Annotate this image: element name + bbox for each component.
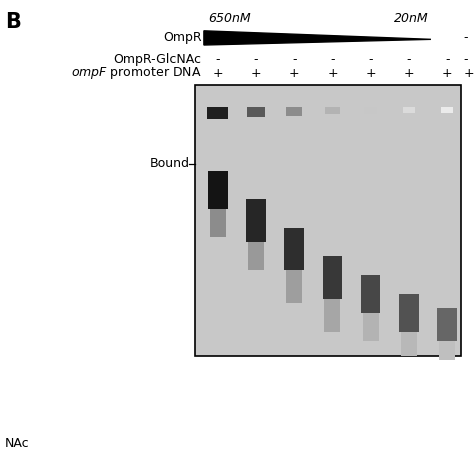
Text: -: - xyxy=(368,53,373,66)
Bar xyxy=(323,256,342,299)
Bar xyxy=(195,85,461,356)
Bar xyxy=(438,308,457,341)
Text: 20nM: 20nM xyxy=(394,12,428,25)
Bar xyxy=(284,228,304,270)
Bar xyxy=(399,294,419,332)
Text: NAc: NAc xyxy=(5,438,29,450)
Text: +: + xyxy=(251,67,261,80)
Bar xyxy=(286,107,302,116)
Text: B: B xyxy=(5,12,20,32)
Text: +: + xyxy=(327,67,338,80)
Bar xyxy=(401,332,417,356)
Polygon shape xyxy=(204,31,431,45)
Text: +: + xyxy=(289,67,300,80)
Text: -: - xyxy=(330,53,335,66)
Bar xyxy=(364,107,377,114)
Text: -: - xyxy=(292,53,297,66)
Bar xyxy=(363,313,379,341)
Text: -: - xyxy=(254,53,258,66)
Text: -: - xyxy=(445,53,449,66)
Bar xyxy=(247,107,265,117)
Bar xyxy=(402,107,415,113)
Text: -: - xyxy=(464,53,468,66)
Text: -: - xyxy=(407,53,411,66)
Text: +: + xyxy=(464,67,474,80)
Bar xyxy=(325,107,340,114)
Text: $\it{ompF}$ promoter DNA: $\it{ompF}$ promoter DNA xyxy=(71,65,201,82)
Text: OmpR-GlcNAc: OmpR-GlcNAc xyxy=(114,53,201,66)
Bar xyxy=(207,107,228,119)
Text: -: - xyxy=(216,53,220,66)
Text: OmpR: OmpR xyxy=(163,31,201,45)
Text: +: + xyxy=(404,67,414,80)
Bar xyxy=(441,107,453,113)
Bar xyxy=(286,270,302,303)
Bar xyxy=(439,341,455,360)
Bar xyxy=(248,242,264,270)
Text: Bound: Bound xyxy=(150,157,190,170)
Bar xyxy=(210,209,226,237)
Text: +: + xyxy=(212,67,223,80)
Bar xyxy=(324,299,340,332)
Bar xyxy=(208,171,228,209)
Text: +: + xyxy=(365,67,376,80)
Bar xyxy=(361,275,381,313)
Bar xyxy=(246,199,266,242)
Text: +: + xyxy=(442,67,453,80)
Text: 650nM: 650nM xyxy=(209,12,251,25)
Text: -: - xyxy=(464,31,468,45)
